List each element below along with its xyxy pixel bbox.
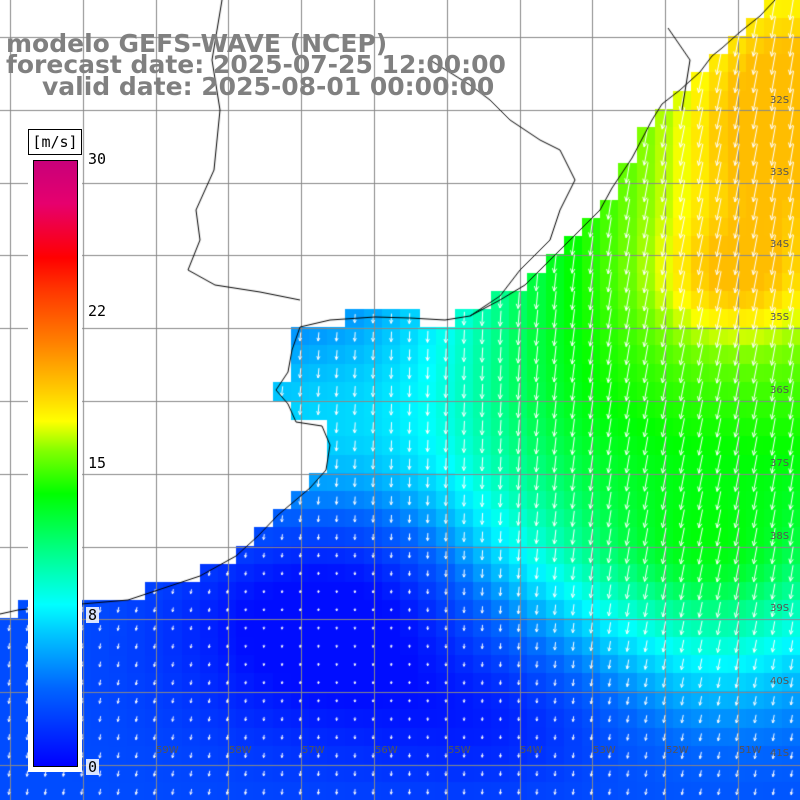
lon-label: 57W — [302, 745, 325, 756]
lat-label: 37S — [770, 458, 790, 469]
lon-label: 53W — [593, 745, 616, 756]
colorbar-tick: 8 — [86, 606, 100, 624]
colorbar-tick: 30 — [86, 150, 109, 168]
lon-label: 59W — [156, 745, 179, 756]
lat-label: 34S — [770, 239, 790, 250]
title-valid-date: valid date: 2025-08-01 00:00:00 — [42, 72, 495, 101]
lat-label: 35S — [770, 312, 790, 323]
colorbar-unit-label: [m/s] — [28, 129, 82, 155]
lat-label: 40S — [770, 676, 790, 687]
lon-label: 58W — [229, 745, 252, 756]
lon-label: 51W — [739, 745, 762, 756]
lat-label: 41S — [770, 748, 790, 759]
lon-label: 54W — [520, 745, 543, 756]
lat-label: 39S — [770, 603, 790, 614]
lon-label: 52W — [666, 745, 689, 756]
title-forecast-date: forecast date: 2025-07-25 12:00:00 — [6, 50, 506, 79]
lat-label: 38S — [770, 531, 790, 542]
colorbar-tick: 15 — [86, 454, 109, 472]
lat-label: 33S — [770, 167, 790, 178]
lat-label: 32S — [770, 95, 790, 106]
lon-label: 56W — [375, 745, 398, 756]
colorbar — [33, 160, 78, 767]
lat-label: 36S — [770, 385, 790, 396]
lon-label: 55W — [448, 745, 471, 756]
colorbar-tick: 22 — [86, 302, 109, 320]
title-model: modelo GEFS-WAVE (NCEP) — [6, 29, 388, 58]
colorbar-tick: 0 — [86, 758, 100, 776]
